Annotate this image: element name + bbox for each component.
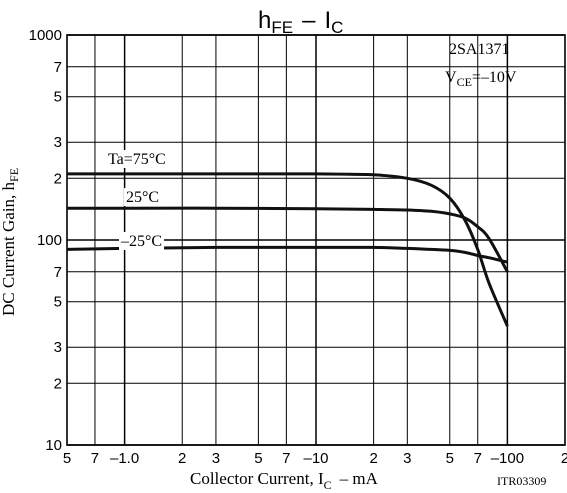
series-line xyxy=(67,206,509,273)
y-tick-label: 5 xyxy=(54,89,62,106)
x-tick-label: 2 xyxy=(178,450,186,467)
x-tick-label: 3 xyxy=(212,450,220,467)
x-tick-label: 7 xyxy=(91,450,99,467)
chart-title: hFE – IC xyxy=(258,7,343,37)
y-axis-label: DC Current Gain, hFE xyxy=(0,168,21,316)
y-tick-label: 7 xyxy=(54,264,62,281)
x-tick-label: 2 xyxy=(369,450,377,467)
y-tick-label: 7 xyxy=(54,59,62,76)
series-label: Ta=75°C xyxy=(108,151,166,168)
x-tick-label: 5 xyxy=(254,450,262,467)
figure-code: ITR03309 xyxy=(497,474,546,488)
test-condition: VCE=–10V xyxy=(445,69,517,89)
y-tick-label: 3 xyxy=(54,134,62,151)
series-label-background xyxy=(119,232,164,250)
x-tick-label: 7 xyxy=(474,450,482,467)
x-tick-label: –100 xyxy=(491,450,524,467)
part-number: 2SA1371 xyxy=(449,41,509,58)
series-label-background xyxy=(106,150,168,168)
series-label: –25°C xyxy=(120,233,162,250)
x-tick-label: 2 xyxy=(561,450,567,467)
series-label: 25°C xyxy=(126,189,159,206)
series-line xyxy=(66,245,508,264)
y-tick-label: 1000 xyxy=(29,27,62,44)
series-label-background xyxy=(124,188,161,206)
y-tick-label: 2 xyxy=(54,170,62,187)
x-tick-label: 7 xyxy=(282,450,290,467)
tick-labels: 5 7 –1.0 2 3 5 7 –10 2 3 5 7 –100 2 10 2 3 5 7 100 2 3 5 7 1000 xyxy=(29,27,567,467)
curves: Ta=75°C 25°C –25°C xyxy=(66,150,509,327)
x-tick-label: –1.0 xyxy=(110,450,139,467)
y-tick-label: 10 xyxy=(45,437,62,454)
y-tick-label: 100 xyxy=(37,232,62,249)
x-axis-label: Collector Current, IC – mA xyxy=(190,469,379,492)
y-tick-label: 3 xyxy=(54,339,62,356)
y-tick-label: 2 xyxy=(54,375,62,392)
y-tick-label: 5 xyxy=(54,294,62,311)
plot-frame xyxy=(66,34,566,446)
x-tick-label: 5 xyxy=(63,450,71,467)
x-tick-label: 3 xyxy=(403,450,411,467)
series-line xyxy=(67,172,509,327)
x-tick-label: 5 xyxy=(446,450,454,467)
x-tick-label: –10 xyxy=(303,450,328,467)
